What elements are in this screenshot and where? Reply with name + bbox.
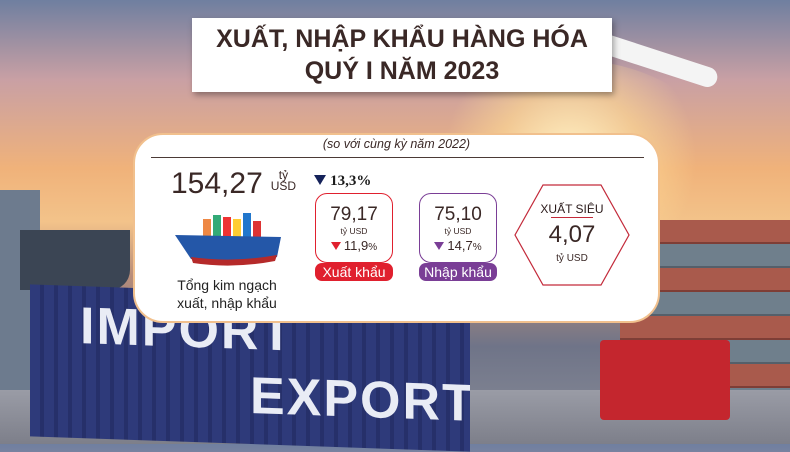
import-pct-sign: % bbox=[472, 242, 482, 253]
total-change-value: 13,3% bbox=[330, 173, 372, 189]
surplus-unit: tỷ USD bbox=[556, 253, 588, 264]
export-change: 11,9% bbox=[316, 238, 392, 253]
import-unit: tỷ USD bbox=[444, 226, 472, 236]
import-change-value: 14,7 bbox=[447, 238, 473, 253]
down-triangle-icon bbox=[330, 242, 341, 250]
total-unit: tỷ USD bbox=[270, 168, 297, 193]
container-ship-icon bbox=[175, 213, 281, 266]
page-title: XUẤT, NHẬP KHẨU HÀNG HÓA QUÝ I NĂM 2023 bbox=[192, 18, 612, 92]
title-line2: QUÝ I NĂM 2023 bbox=[304, 57, 500, 85]
total-value: 154,27 bbox=[171, 167, 263, 200]
total-unit-top: tỷ bbox=[278, 168, 289, 182]
divider bbox=[151, 157, 644, 158]
forklift bbox=[600, 340, 730, 420]
surplus-label: XUẤT SIÊU bbox=[540, 202, 604, 216]
export-change-value: 11,9 bbox=[343, 238, 369, 253]
caption-line1: Tổng kim ngạch bbox=[177, 277, 277, 293]
total-caption: Tổng kim ngạch xuất, nhập khẩu bbox=[163, 276, 291, 312]
import-box: 75,10 tỷ USD 14,7% bbox=[419, 193, 497, 263]
hexagon-outline bbox=[514, 184, 630, 286]
down-triangle-icon bbox=[314, 175, 327, 185]
total-unit-bottom: USD bbox=[270, 179, 297, 193]
surplus-value: 4,07 bbox=[548, 221, 596, 248]
caption-line2: xuất, nhập khẩu bbox=[177, 295, 277, 311]
import-label: Nhập khẩu bbox=[419, 263, 497, 281]
container-text-export: EXPORT bbox=[250, 367, 470, 433]
down-triangle-icon bbox=[434, 242, 445, 250]
export-label: Xuất khẩu bbox=[315, 263, 393, 281]
total-row: 154,27 tỷ USD 13,3% bbox=[171, 167, 371, 201]
title-line1: XUẤT, NHẬP KHẨU HÀNG HÓA bbox=[216, 25, 588, 53]
export-value: 79,17 bbox=[330, 204, 378, 225]
comparison-note: (so với cùng kỳ năm 2022) bbox=[322, 137, 471, 151]
import-change: 14,7% bbox=[420, 238, 496, 253]
stats-card: (so với cùng kỳ năm 2022) 154,27 tỷ USD … bbox=[133, 133, 660, 323]
surplus-hexagon: XUẤT SIÊU 4,07 tỷ USD bbox=[513, 183, 631, 287]
export-pct-sign: % bbox=[368, 242, 378, 253]
total-change: 13,3% bbox=[314, 173, 371, 190]
surplus-underline bbox=[551, 217, 593, 218]
export-box: 79,17 tỷ USD 11,9% bbox=[315, 193, 393, 263]
export-unit: tỷ USD bbox=[340, 226, 368, 236]
cargo-ship-background bbox=[20, 230, 130, 290]
import-value: 75,10 bbox=[434, 204, 482, 225]
